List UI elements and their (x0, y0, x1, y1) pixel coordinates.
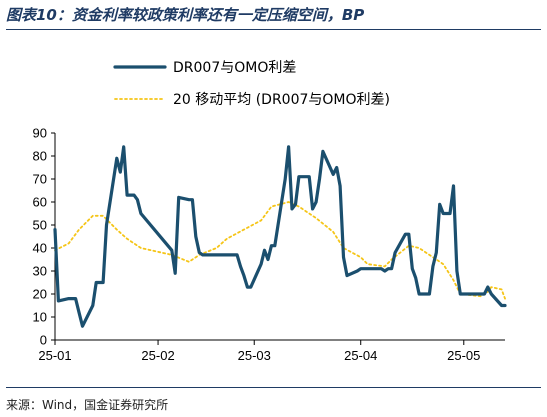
y-tick-label: 50 (33, 218, 47, 233)
y-tick-label: 10 (33, 310, 47, 325)
chart-title: 图表10：资金利率较政策利率还有一定压缩空间，BP (6, 6, 365, 24)
y-tick-label: 20 (33, 287, 47, 302)
y-tick-label: 60 (33, 195, 47, 210)
legend-label-spread: DR007与OMO利差 (173, 60, 296, 76)
x-tick-label: 25-04 (344, 348, 377, 363)
y-tick-label: 90 (33, 126, 47, 141)
source-divider (6, 387, 541, 388)
legend-label-moving-average: 20 移动平均 (DR007与OMO利差) (173, 92, 390, 108)
y-tick-label: 70 (33, 172, 47, 187)
series-line-spread (53, 145, 507, 328)
x-tick-label: 25-05 (447, 348, 480, 363)
line-chart: 0 10 20 30 40 50 60 70 80 90 25-01 25-02 25-03 25-04 2… (33, 60, 507, 363)
y-tick-label: 30 (33, 264, 47, 279)
source-note: 来源：Wind，国金证券研究所 (6, 398, 169, 412)
y-tick-label: 40 (33, 241, 47, 256)
x-tick-label: 25-02 (141, 348, 174, 363)
y-tick-label: 0 (40, 333, 47, 348)
y-tick-label: 80 (33, 149, 47, 164)
title-divider (6, 29, 541, 30)
x-tick-label: 25-03 (238, 348, 271, 363)
x-tick-label: 25-01 (38, 348, 71, 363)
series-line-moving-average (54, 201, 506, 300)
